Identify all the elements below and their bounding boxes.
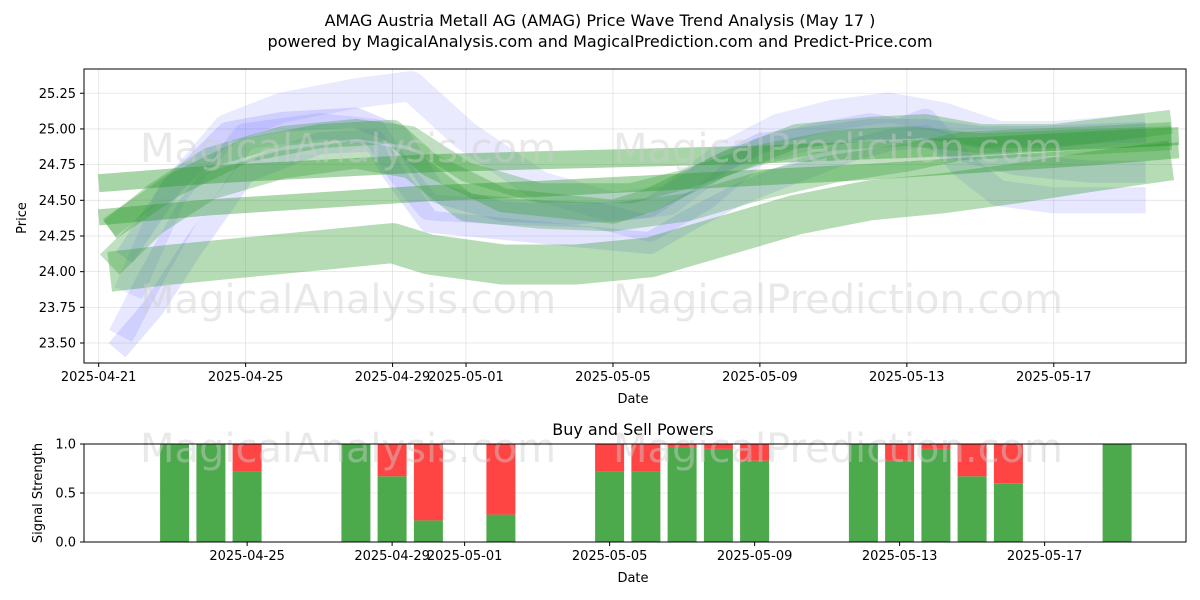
buy-sell-plot-frame (83, 443, 1187, 543)
price-x-tick-label: 2025-05-09 (722, 370, 798, 385)
price-watermarks: MagicalAnalysis.com MagicalPrediction.co… (140, 126, 1063, 323)
blue-wave-1 (109, 108, 1146, 342)
price-plot-area (84, 69, 1186, 363)
watermark-analysis-mid: MagicalAnalysis.com (140, 277, 556, 323)
buy-sell-x-tick-label: 2025-05-01 (427, 549, 503, 564)
buy-bar (196, 444, 226, 542)
sell-bar (377, 444, 407, 477)
price-y-tick-label: 24.25 (39, 229, 76, 244)
sell-bar (885, 444, 915, 461)
price-x-tick-label: 2025-05-13 (869, 370, 945, 385)
buy-sell-watermarks: MagicalAnalysis.com MagicalPrediction.co… (140, 426, 1063, 472)
sell-bar (232, 444, 262, 472)
buy-bar (631, 471, 661, 542)
buy-sell-x-tick-label: 2025-05-05 (572, 549, 648, 564)
buy-sell-y-tick-label: 0.5 (55, 487, 76, 502)
buy-sell-x-tick-label: 2025-04-29 (354, 549, 430, 564)
buy-sell-bars (160, 444, 1132, 542)
buy-sell-x-axis-label: Date (617, 571, 648, 586)
sell-bar (740, 444, 770, 461)
buy-sell-chart: Buy and Sell Powers MagicalAnalysis.com … (31, 420, 1187, 586)
buy-bar (667, 446, 697, 542)
buy-bar (993, 483, 1023, 542)
sell-bar (631, 444, 661, 472)
price-wave-chart: MagicalAnalysis.com MagicalPrediction.co… (15, 68, 1187, 407)
blue-wave-2 (108, 125, 1146, 358)
green-wave-2 (97, 142, 1180, 226)
price-axis-ticks: 2025-04-21 2025-04-25 2025-04-292025-05-01… (39, 87, 1092, 385)
blue-wave-4 (116, 107, 1146, 263)
price-y-tick-label: 24.75 (39, 158, 76, 173)
buy-bar (160, 444, 190, 542)
price-y-tick-label: 23.75 (39, 301, 76, 316)
sell-bar (667, 444, 697, 447)
price-y-tick-label: 25.25 (39, 87, 76, 102)
buy-bar (957, 476, 987, 542)
green-wave-5 (107, 140, 1175, 292)
price-x-tick-label: 2025-05-01 (428, 370, 504, 385)
buy-bar (885, 460, 915, 542)
watermark-prediction-bottom: MagicalPrediction.com (613, 426, 1063, 472)
buy-bar (486, 514, 516, 542)
price-wave-bands (97, 71, 1180, 358)
sell-bar (957, 444, 987, 477)
buy-bar (595, 471, 625, 542)
buy-sell-x-tick-label: 2025-04-25 (209, 549, 285, 564)
chart-subtitle: powered by MagicalAnalysis.com and Magic… (267, 32, 932, 51)
buy-bar (377, 476, 407, 542)
sell-bar (595, 444, 625, 472)
green-wave-3 (99, 122, 1173, 275)
watermark-prediction-mid: MagicalPrediction.com (613, 277, 1063, 323)
price-x-tick-label: 2025-05-17 (1016, 370, 1092, 385)
price-y-axis-label: Price (15, 202, 30, 234)
buy-sell-y-tick-label: 1.0 (55, 438, 76, 453)
price-y-tick-label: 24.00 (39, 265, 76, 280)
buy-bar (848, 444, 878, 542)
sell-bar (993, 444, 1023, 484)
green-wave-6 (103, 118, 1172, 237)
buy-bar (703, 448, 733, 542)
buy-sell-x-tick-label: 2025-05-13 (862, 549, 938, 564)
buy-sell-x-tick-label: 2025-05-09 (717, 549, 793, 564)
buy-bar (413, 520, 443, 542)
price-x-tick-label: 2025-04-21 (61, 370, 137, 385)
sell-bar (703, 444, 733, 449)
buy-sell-title: Buy and Sell Powers (552, 420, 714, 439)
blue-wave-3 (114, 71, 1147, 300)
price-x-tick-label: 2025-04-29 (355, 370, 431, 385)
watermark-prediction-top: MagicalPrediction.com (613, 126, 1063, 172)
green-wave-1 (97, 127, 1180, 193)
watermark-analysis-bottom: MagicalAnalysis.com (140, 426, 556, 472)
chart-title: AMAG Austria Metall AG (AMAG) Price Wave… (325, 11, 876, 30)
price-y-tick-label: 24.50 (39, 194, 76, 209)
buy-sell-y-tick-label: 0.0 (55, 536, 76, 551)
watermark-analysis-top: MagicalAnalysis.com (140, 126, 556, 172)
price-x-axis-label: Date (617, 392, 648, 407)
buy-bar (740, 460, 770, 542)
sell-bar (413, 444, 443, 521)
price-y-tick-label: 25.00 (39, 122, 76, 137)
buy-bar (232, 471, 262, 542)
buy-sell-y-axis-label: Signal Strength (31, 443, 46, 543)
sell-bar (486, 444, 516, 515)
green-wave-4 (102, 109, 1173, 239)
buy-sell-x-tick-label: 2025-05-17 (1007, 549, 1083, 564)
sell-bar (921, 444, 951, 449)
price-grid (84, 69, 1186, 363)
price-x-tick-label: 2025-05-05 (575, 370, 651, 385)
buy-bar (1102, 444, 1132, 542)
price-x-tick-label: 2025-04-25 (208, 370, 284, 385)
price-plot-frame (83, 68, 1187, 364)
buy-bar (341, 444, 371, 542)
buy-bar (921, 448, 951, 542)
price-y-tick-label: 23.50 (39, 337, 76, 352)
